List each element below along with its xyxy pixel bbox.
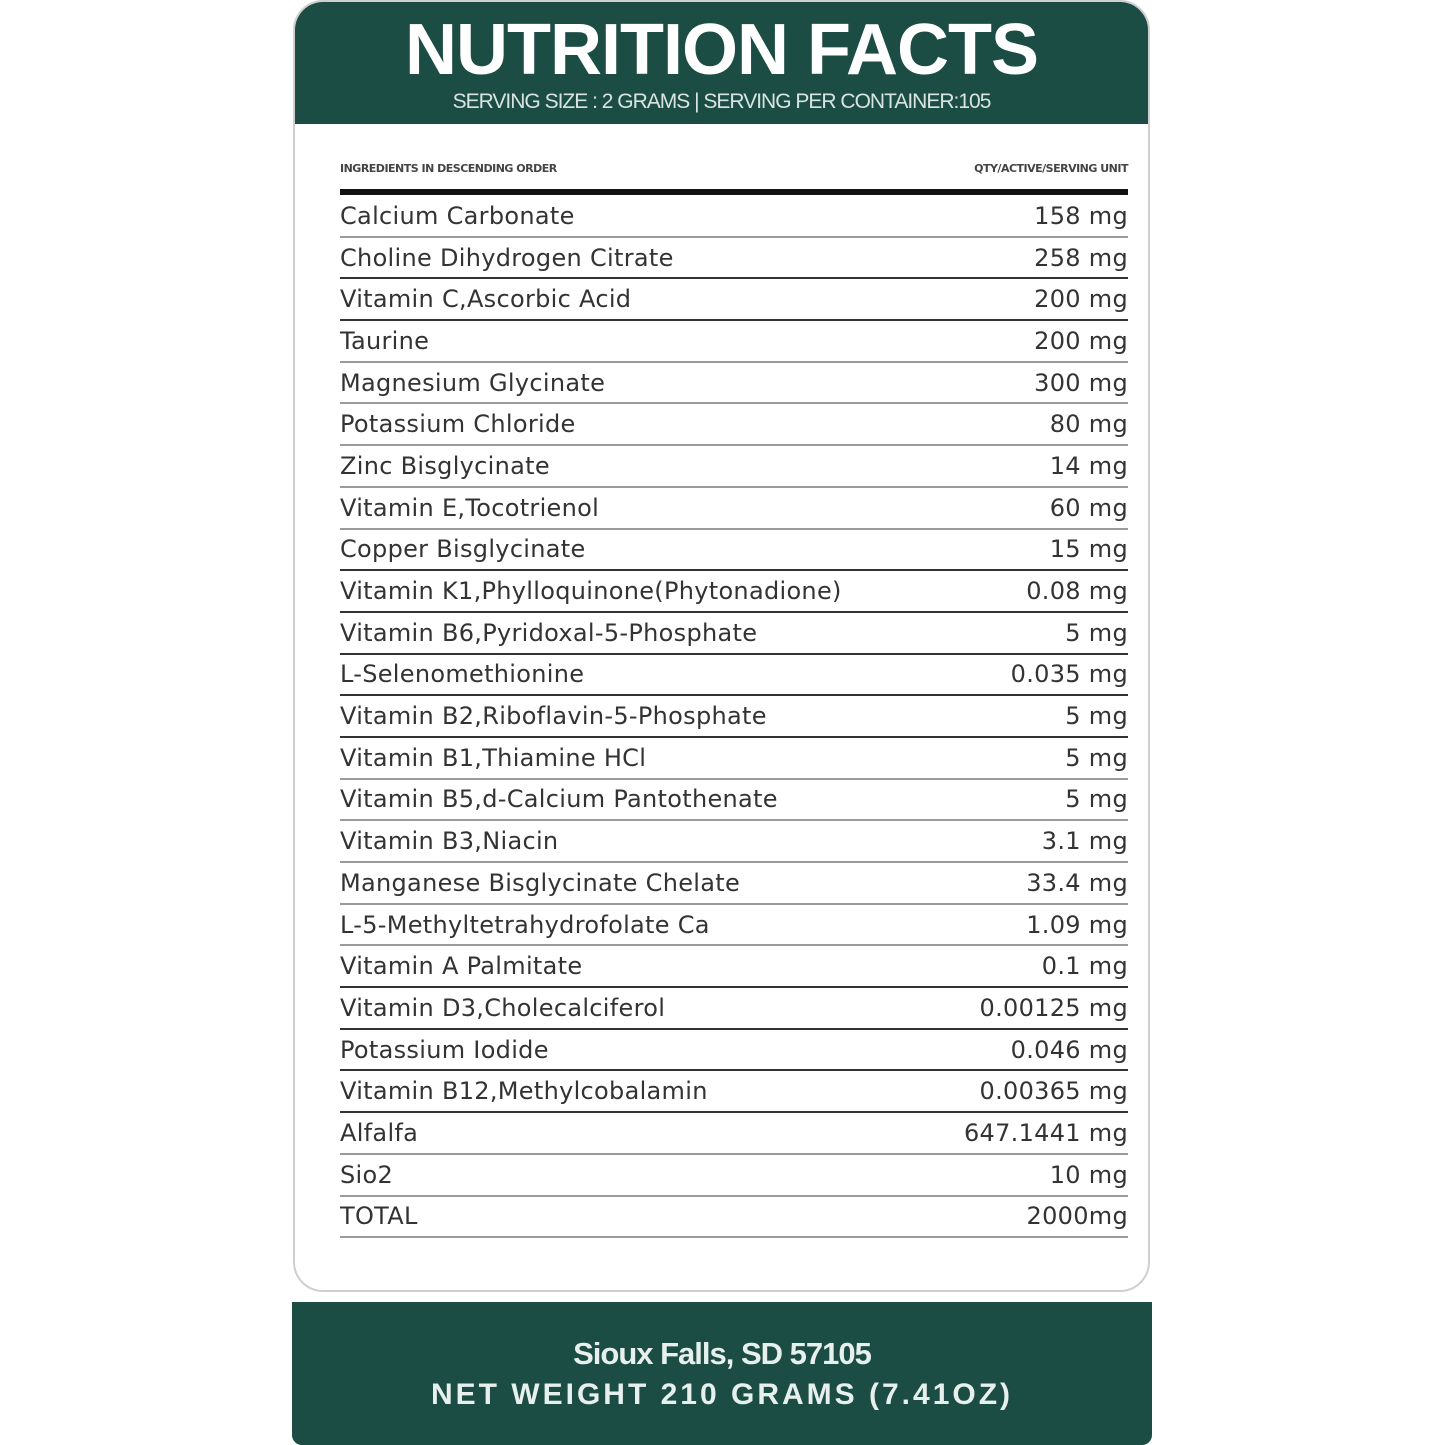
ingredient-qty: 2000mg — [1026, 1202, 1128, 1231]
ingredient-name: Vitamin A Palmitate — [340, 952, 583, 981]
label-title: NUTRITION FACTS — [405, 10, 1039, 90]
table-row: Vitamin K1,Phylloquinone(Phytonadione) 0.… — [340, 571, 1128, 613]
table-row: Vitamin D3,Cholecalciferol 0.00125 mg — [340, 988, 1128, 1030]
label-header: NUTRITION FACTS SERVING SIZE : 2 GRAMS |… — [295, 2, 1148, 124]
table-header: INGREDIENTS IN DESCENDING ORDER QTY/ACTI… — [340, 162, 1128, 180]
ingredient-name: Vitamin B1,Thiamine HCl — [340, 743, 647, 772]
table-row: Calcium Carbonate 158 mg — [340, 196, 1128, 238]
ingredient-qty: 0.08 mg — [1026, 577, 1128, 606]
net-weight-text: NET WEIGHT 210 GRAMS (7.41OZ) — [430, 1378, 1014, 1411]
ingredient-qty: 1.09 mg — [1026, 910, 1128, 939]
table-row: Magnesium Glycinate 300 mg — [340, 363, 1128, 405]
ingredient-qty: 80 mg — [1049, 410, 1128, 439]
ingredient-name: L-Selenomethionine — [340, 660, 585, 689]
serving-info: SERVING SIZE : 2 GRAMS | SERVING PER CON… — [452, 90, 992, 113]
ingredient-name: Vitamin B5,d-Calcium Pantothenate — [340, 785, 778, 814]
ingredient-name: TOTAL — [340, 1202, 418, 1231]
table-row: Potassium Iodide 0.046 mg — [340, 1030, 1128, 1072]
ingredient-qty: 0.046 mg — [1010, 1035, 1128, 1064]
ingredient-qty: 0.00365 mg — [979, 1077, 1128, 1106]
table-row: Potassium Chloride 80 mg — [340, 404, 1128, 447]
ingredient-qty: 15 mg — [1049, 535, 1128, 564]
ingredient-name: Vitamin B12,Methylcobalamin — [340, 1077, 708, 1106]
ingredient-qty: 300 mg — [1034, 368, 1128, 397]
table-row: Vitamin A Palmitate 0.1 mg — [340, 946, 1128, 989]
table-row: Manganese Bisglycinate Chelate 33.4 mg — [340, 863, 1128, 905]
ingredient-name: Choline Dihydrogen Citrate — [340, 243, 674, 272]
table-row: TOTAL 2000mg — [340, 1197, 1128, 1239]
ingredient-name: Manganese Bisglycinate Chelate — [340, 868, 741, 897]
ingredient-name: Vitamin D3,Cholecalciferol — [340, 993, 666, 1022]
table-row: Sio2 10 mg — [340, 1155, 1128, 1197]
ingredient-name: Alfalfa — [340, 1118, 419, 1147]
ingredient-qty: 60 mg — [1049, 493, 1128, 522]
table-row: L-Selenomethionine 0.035 mg — [340, 655, 1128, 697]
table-row: Vitamin B1,Thiamine HCl 5 mg — [340, 738, 1128, 780]
ingredient-qty: 158 mg — [1034, 201, 1128, 230]
table-row: Vitamin B6,Pyridoxal-5-Phosphate 5 mg — [340, 613, 1128, 655]
table-row: Alfalfa 647.1441 mg — [340, 1113, 1128, 1155]
table-row: Taurine 200 mg — [340, 321, 1128, 363]
ingredient-qty: 0.035 mg — [1010, 660, 1128, 689]
ingredient-qty: 200 mg — [1034, 326, 1128, 355]
ingredient-qty: 5 mg — [1065, 702, 1128, 731]
table-row: L-5-Methyltetrahydrofolate Ca 1.09 mg — [340, 905, 1128, 947]
table-row: Zinc Bisglycinate 14 mg — [340, 446, 1128, 488]
table-row: Copper Bisglycinate 15 mg — [340, 530, 1128, 572]
qty-column-header: QTY/ACTIVE/SERVING UNIT — [974, 162, 1128, 175]
ingredient-qty: 647.1441 mg — [963, 1118, 1128, 1147]
ingredient-name: Zinc Bisglycinate — [340, 451, 550, 480]
ingredient-name: Copper Bisglycinate — [340, 535, 586, 564]
ingredient-name: Vitamin B2,Riboflavin-5-Phosphate — [340, 702, 767, 731]
ingredient-name: Calcium Carbonate — [340, 201, 575, 230]
location-text: Sioux Falls, SD 57105 — [573, 1336, 872, 1371]
ingredient-name: Vitamin E,Tocotrienol — [340, 493, 600, 522]
ingredient-name: Sio2 — [340, 1160, 394, 1189]
table-row: Vitamin B12,Methylcobalamin 0.00365 mg — [340, 1071, 1128, 1114]
ingredient-name: Potassium Iodide — [340, 1035, 549, 1064]
table-row: Choline Dihydrogen Citrate 258 mg — [340, 238, 1128, 280]
ingredient-table: Calcium Carbonate 158 mg Choline Dihydroge… — [340, 196, 1128, 1239]
ingredient-name: Magnesium Glycinate — [340, 368, 606, 397]
ingredient-qty: 14 mg — [1049, 451, 1128, 480]
ingredient-qty: 5 mg — [1065, 785, 1128, 814]
ingredient-qty: 200 mg — [1034, 285, 1128, 314]
ingredient-qty: 258 mg — [1034, 243, 1128, 272]
ingredient-name: Vitamin C,Ascorbic Acid — [340, 285, 632, 314]
ingredient-name: Taurine — [340, 326, 430, 355]
ingredient-qty: 33.4 mg — [1026, 868, 1128, 897]
ingredient-qty: 5 mg — [1065, 618, 1128, 647]
header-divider — [340, 189, 1128, 195]
ingredient-name: Vitamin B6,Pyridoxal-5-Phosphate — [340, 618, 758, 647]
ingredient-name: Vitamin K1,Phylloquinone(Phytonadione) — [340, 577, 842, 606]
ingredient-column-header: INGREDIENTS IN DESCENDING ORDER — [340, 162, 557, 175]
ingredient-qty: 0.1 mg — [1041, 952, 1128, 981]
ingredient-qty: 10 mg — [1049, 1160, 1128, 1189]
ingredient-qty: 5 mg — [1065, 743, 1128, 772]
ingredient-qty: 0.00125 mg — [979, 993, 1128, 1022]
table-row: Vitamin C,Ascorbic Acid 200 mg — [340, 279, 1128, 322]
table-row: Vitamin B2,Riboflavin-5-Phosphate 5 mg — [340, 696, 1128, 738]
label-footer: Sioux Falls, SD 57105 NET WEIGHT 210 GRA… — [292, 1302, 1152, 1445]
table-row: Vitamin B5,d-Calcium Pantothenate 5 mg — [340, 780, 1128, 822]
ingredient-name: Vitamin B3,Niacin — [340, 827, 559, 856]
table-row: Vitamin E,Tocotrienol 60 mg — [340, 488, 1128, 530]
table-row: Vitamin B3,Niacin 3.1 mg — [340, 821, 1128, 863]
ingredient-name: L-5-Methyltetrahydrofolate Ca — [340, 910, 710, 939]
nutrition-label: NUTRITION FACTS SERVING SIZE : 2 GRAMS |… — [293, 0, 1150, 1292]
ingredient-name: Potassium Chloride — [340, 410, 576, 439]
ingredient-qty: 3.1 mg — [1041, 827, 1128, 856]
